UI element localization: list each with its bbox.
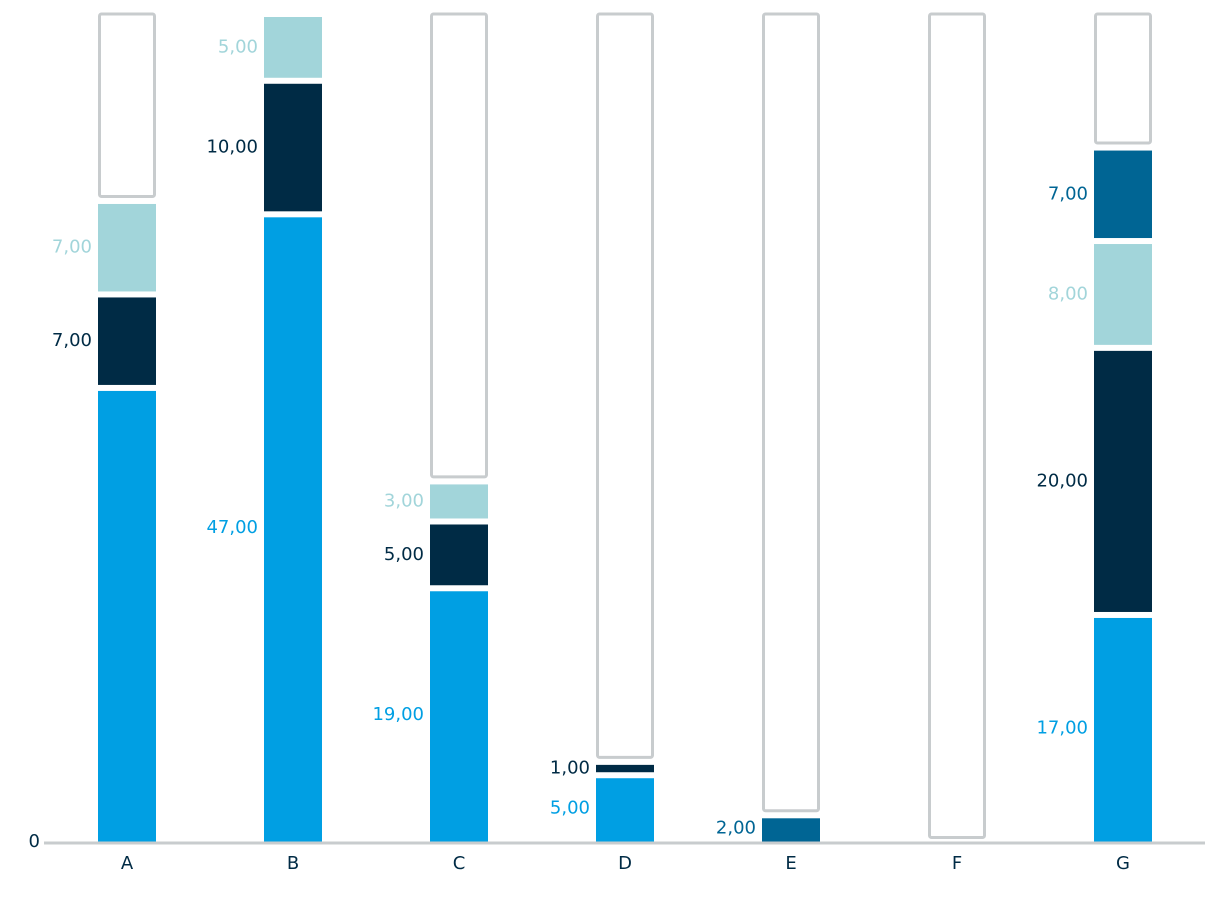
bar-segment [430, 591, 488, 842]
bar-segment [98, 390, 156, 842]
bar-segment [430, 524, 488, 586]
x-tick-label: C [453, 853, 466, 874]
x-tick-label: E [785, 853, 796, 874]
data-label: 2,00 [716, 818, 756, 839]
x-tick-label: G [1116, 853, 1130, 874]
remainder-outline [928, 12, 986, 839]
bar-segment [264, 217, 322, 843]
bar-segment [264, 83, 322, 212]
bar-segment [98, 203, 156, 292]
remainder-outline [98, 12, 156, 198]
x-tick-label: B [287, 853, 299, 874]
data-label: 1,00 [550, 758, 590, 779]
data-label: 10,00 [206, 137, 258, 158]
remainder-outline [430, 12, 488, 479]
x-tick-label: A [121, 853, 134, 874]
data-label: 17,00 [1036, 717, 1088, 738]
x-tick-label: D [618, 853, 632, 874]
bar-segment [1094, 244, 1152, 345]
remainder-outline [596, 12, 654, 759]
bar-segment [430, 484, 488, 519]
remainder-outline [1094, 12, 1152, 145]
data-label: 47,00 [206, 517, 258, 538]
remainder-outline [762, 12, 820, 813]
data-label: 19,00 [372, 704, 424, 725]
y-tick-label: 0 [29, 831, 40, 852]
bar-segment [596, 778, 654, 842]
data-label: 20,00 [1036, 470, 1088, 491]
data-label: 7,00 [1048, 183, 1088, 204]
data-label: 3,00 [384, 490, 424, 511]
data-label: 5,00 [218, 36, 258, 57]
bar-segment [762, 818, 820, 842]
data-label: 7,00 [52, 237, 92, 258]
bar-segment [1094, 617, 1152, 842]
bar-segment [98, 297, 156, 385]
data-label: 7,00 [52, 330, 92, 351]
x-tick-label: F [952, 853, 962, 874]
data-label: 5,00 [550, 798, 590, 819]
bar-segment [596, 764, 654, 773]
data-label: 8,00 [1048, 283, 1088, 304]
data-label: 5,00 [384, 544, 424, 565]
bar-segment [1094, 150, 1152, 239]
bar-segment [1094, 350, 1152, 612]
bar-segment [264, 17, 322, 78]
